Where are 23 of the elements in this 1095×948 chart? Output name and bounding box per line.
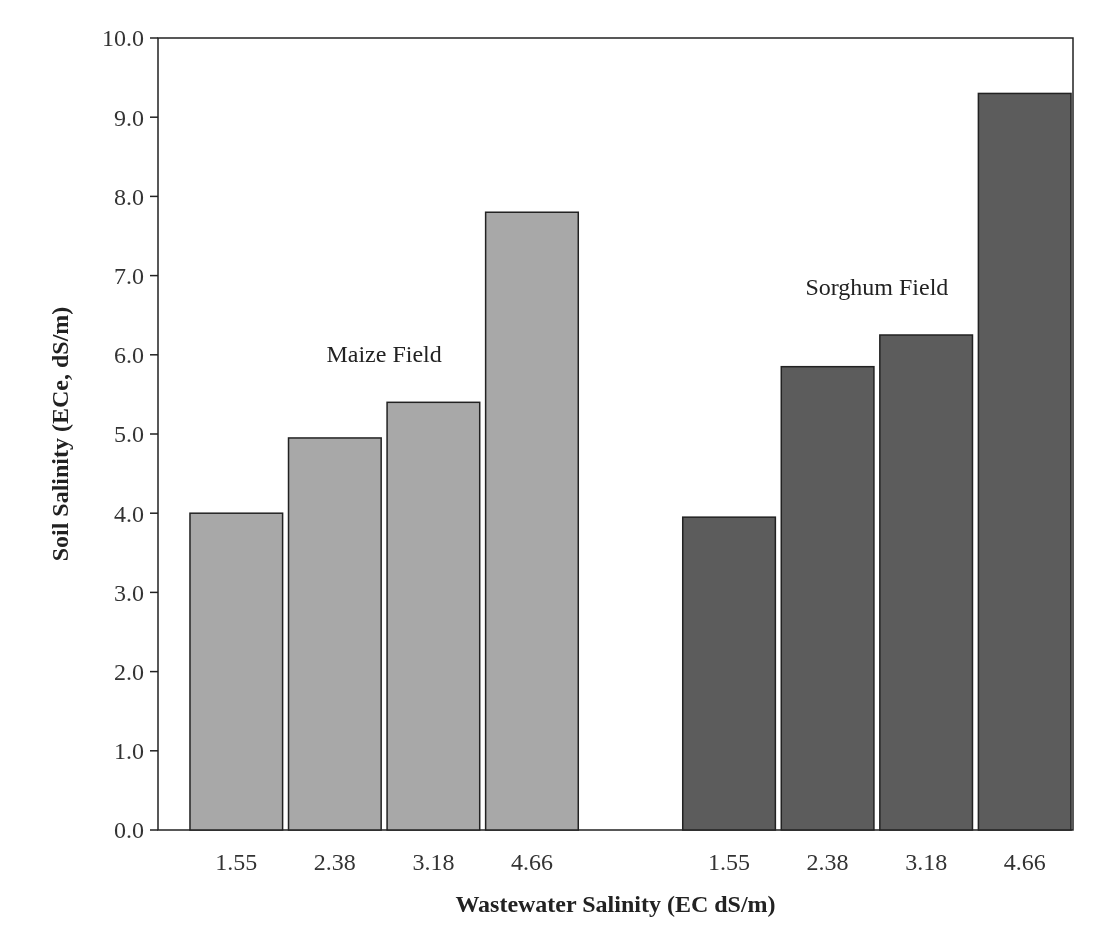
y-axis-title: Soil Salinity (ECe, dS/m): [47, 306, 73, 562]
y-tick-label: 9.0: [114, 104, 144, 131]
x-tick-label: 1.55: [708, 849, 751, 875]
x-tick-label: 2.38: [313, 849, 356, 875]
x-tick-label: 4.66: [510, 849, 553, 875]
y-tick-label: 10.0: [102, 25, 144, 52]
x-tick-label: 2.38: [806, 849, 849, 875]
y-tick-label: 0.0: [114, 817, 144, 844]
y-tick-label: 4.0: [114, 500, 144, 527]
x-axis-title: Wastewater Salinity (EC dS/m): [455, 891, 776, 917]
x-tick-label: 4.66: [1003, 849, 1046, 875]
x-tick-label: 3.18: [412, 849, 455, 875]
y-tick-label: 1.0: [114, 738, 144, 765]
y-tick-label: 5.0: [114, 421, 144, 448]
y-tick-label: 2.0: [114, 659, 144, 685]
y-tick-label: 7.0: [114, 263, 144, 289]
y-tick-label: 8.0: [114, 183, 144, 210]
x-tick-label: 3.18: [905, 849, 948, 875]
y-tick-label: 3.0: [114, 579, 144, 606]
x-tick-label: 1.55: [215, 849, 258, 875]
series-label: Maize Field: [326, 341, 442, 368]
y-tick-label: 6.0: [114, 342, 144, 369]
series-label: Sorghum Field: [805, 274, 949, 300]
